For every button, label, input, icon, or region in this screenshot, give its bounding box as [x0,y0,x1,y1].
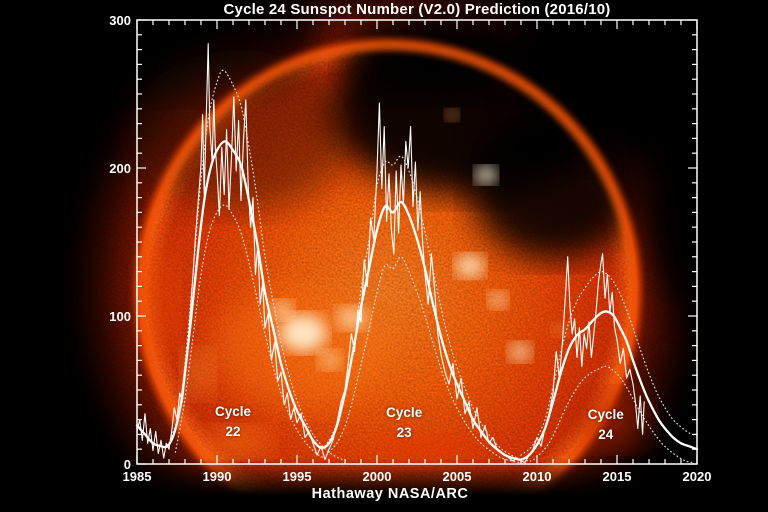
cycle-23-label-number: 23 [396,425,412,441]
monthly-sunspot-number-line [136,43,645,464]
x-tick-label: 1995 [283,469,312,484]
cycle-24-label-word: Cycle [587,406,624,422]
cycle-fit-upper-bound-line [322,155,532,462]
cycle-fit-upper-bound-line [168,69,349,462]
x-tick-label: 2000 [363,469,392,484]
cycle-fit-lower-bound-line [533,365,695,464]
cycle-22-label-number: 22 [225,423,241,439]
cycle-23-label-word: Cycle [386,405,423,421]
y-tick-label: 200 [109,161,131,176]
credit-line: Hathaway NASA/ARC [311,486,469,502]
x-tick-label: 1990 [203,469,232,484]
cycle-fit-lower-bound-line [174,204,332,462]
y-tick-label: 100 [109,309,131,324]
x-tick-label: 2015 [603,469,632,484]
x-tick-label: 2010 [523,469,552,484]
cycle-22-label: Cycle 22 [215,402,251,442]
smoothed-and-predicted-sunspot-number-line [135,140,699,461]
x-tick-label: 2005 [443,469,472,484]
y-tick-label: 300 [109,13,131,28]
cycle-fit-upper-bound-line [520,270,698,456]
y-tick-label: 0 [124,457,131,472]
sun-limb-ring [135,39,641,512]
cycle-23-label: Cycle 23 [386,403,422,443]
cycle-fit-lower-bound-line [328,256,520,464]
coronal-hole-dark-regions [0,0,768,330]
bottom-fade [0,458,768,512]
x-tick-label: 2020 [683,469,712,484]
axis-ticks [136,19,698,465]
cycle-22-label-word: Cycle [214,403,252,419]
x-tick-label: 1985 [123,469,152,484]
chart-title: Cycle 24 Sunspot Number (V2.0) Predictio… [223,1,611,18]
cycle-24-label-number: 24 [598,426,614,442]
cycle-24-label: Cycle 24 [588,405,624,445]
